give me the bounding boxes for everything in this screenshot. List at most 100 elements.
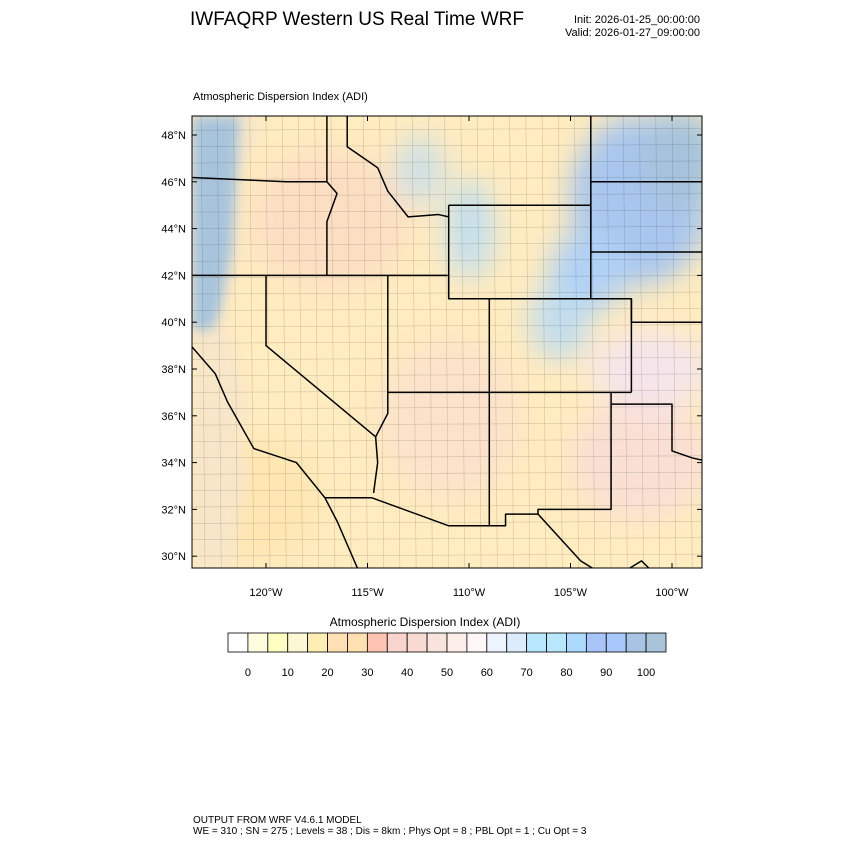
county-line xyxy=(688,116,693,568)
colorbar-label: 50 xyxy=(441,667,453,679)
lon-label: 115°W xyxy=(351,587,384,599)
county-line xyxy=(192,341,702,344)
county-line xyxy=(477,116,482,568)
init-time: Init: 2026-01-25_00:00:00 xyxy=(574,14,700,26)
county-line xyxy=(509,116,514,568)
county-line xyxy=(165,112,774,114)
county-line xyxy=(639,116,644,568)
county-line xyxy=(753,112,757,580)
county-line xyxy=(265,116,271,568)
county-line xyxy=(379,116,384,568)
colorbar-swatch xyxy=(625,632,647,653)
county-line xyxy=(217,116,222,568)
state-border xyxy=(192,176,327,183)
state-border xyxy=(192,345,359,568)
model-info: OUTPUT FROM WRF V4.6.1 MODEL WE = 310 ; … xyxy=(193,815,586,837)
adi-shading xyxy=(200,116,702,560)
county-line xyxy=(460,116,465,568)
colorbar-swatch xyxy=(307,632,328,653)
colorbar-swatch xyxy=(327,632,348,653)
lat-label: 44°N xyxy=(161,224,186,236)
plot-title: IWFAQRP Western US Real Time WRF xyxy=(190,9,524,30)
colorbar-label: 30 xyxy=(361,667,373,679)
county-line xyxy=(192,210,702,213)
colorbar-swatch xyxy=(486,632,508,653)
map-field xyxy=(165,112,774,580)
county-line xyxy=(737,112,741,580)
county-line xyxy=(192,242,702,246)
state-border xyxy=(372,275,389,494)
county-line xyxy=(192,373,702,377)
lat-label: 30°N xyxy=(161,551,186,563)
county-line xyxy=(192,259,702,262)
county-line xyxy=(192,488,702,491)
colorbar-label: 40 xyxy=(401,667,413,679)
state-border xyxy=(590,251,702,253)
county-line xyxy=(574,116,579,568)
county-line xyxy=(192,472,702,475)
lat-label: 48°N xyxy=(161,130,186,142)
colorbar-swatch xyxy=(287,632,309,653)
county-line xyxy=(282,116,287,568)
lat-label: 40°N xyxy=(161,317,186,329)
county-line xyxy=(192,406,702,409)
colorbar-swatch xyxy=(446,632,468,653)
ocean-north xyxy=(192,116,240,330)
colorbar-label: 60 xyxy=(481,667,493,679)
county-line xyxy=(395,116,401,568)
county-line xyxy=(192,226,702,229)
colorbar-swatch xyxy=(386,632,408,653)
county-line xyxy=(671,116,677,568)
colorbar-label: 0 xyxy=(245,667,251,679)
colorbar-label: 20 xyxy=(321,667,333,679)
county-line xyxy=(298,116,303,568)
colorbar-label: 100 xyxy=(637,667,655,679)
county-line xyxy=(623,116,628,568)
county-line xyxy=(192,144,702,147)
county-line xyxy=(192,504,702,508)
county-line xyxy=(412,116,417,568)
colorbar-swatch xyxy=(247,632,269,653)
county-line xyxy=(192,357,702,360)
colorbar-swatch xyxy=(406,632,428,653)
latitude-axis: 48°N 46°N 44°N 42°N 40°N 38°N 36°N 34°N 32°N 30°N xyxy=(161,130,702,563)
colorbar-swatch xyxy=(645,632,667,653)
county-line xyxy=(200,116,206,568)
county-line xyxy=(347,116,352,568)
county-line xyxy=(192,537,702,540)
colorbar-swatch xyxy=(466,632,488,653)
county-line xyxy=(606,116,612,568)
field-subtitle: Atmospheric Dispersion Index (ADI) xyxy=(193,91,368,103)
county-line xyxy=(192,275,702,278)
state-border xyxy=(265,275,377,438)
county-line xyxy=(192,439,702,442)
lat-label: 32°N xyxy=(161,504,186,516)
colorbar-swatch xyxy=(585,632,607,653)
model-version: OUTPUT FROM WRF V4.6.1 MODEL xyxy=(193,815,362,826)
county-line xyxy=(330,116,336,568)
county-line xyxy=(444,116,449,568)
county-line xyxy=(192,390,702,393)
valid-time: Valid: 2026-01-27_09:00:00 xyxy=(565,27,700,39)
county-line xyxy=(192,128,702,131)
county-line xyxy=(192,308,702,311)
colorbar-label: 10 xyxy=(282,667,294,679)
lat-label: 46°N xyxy=(161,177,186,189)
model-settings: WE = 310 ; SN = 275 ; Levels = 38 ; Dis … xyxy=(193,826,587,837)
county-line xyxy=(314,116,319,568)
county-line xyxy=(233,116,238,568)
county-line xyxy=(192,193,702,196)
state-border xyxy=(611,403,702,461)
lat-label: 36°N xyxy=(161,411,186,423)
county-line xyxy=(525,116,530,568)
county-line xyxy=(192,521,702,524)
county-line xyxy=(192,324,702,327)
county-line xyxy=(192,160,702,164)
county-line xyxy=(192,422,702,426)
map-frame xyxy=(191,115,703,569)
colorbar-swatch xyxy=(566,632,587,653)
longitude-axis: 120°W 115°W 110°W 105°W 100°W xyxy=(249,116,689,599)
colorbar-swatch xyxy=(526,632,547,653)
lon-label: 120°W xyxy=(249,587,283,599)
state-border xyxy=(326,116,338,276)
